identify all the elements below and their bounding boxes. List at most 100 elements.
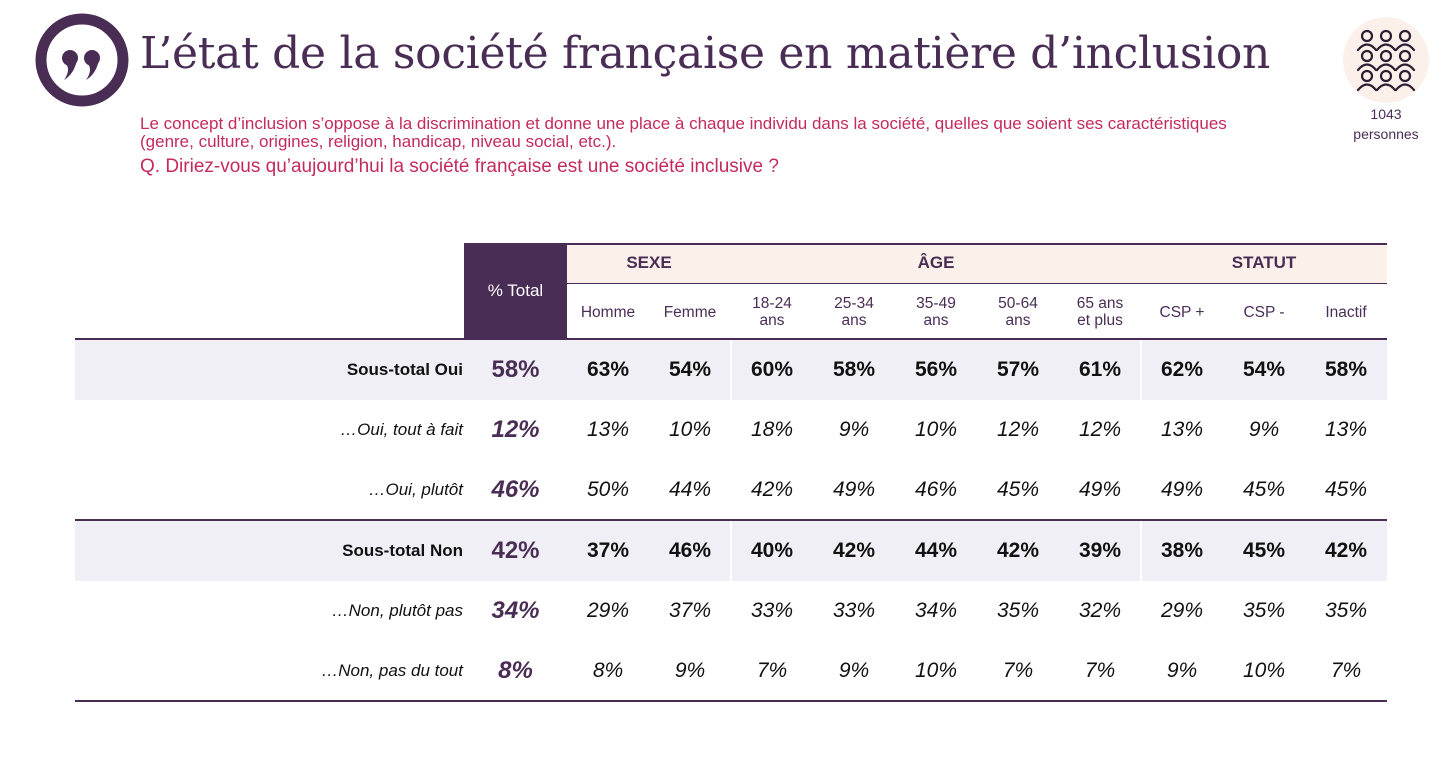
table-cell: 62% xyxy=(1160,358,1204,381)
header-bottom-rule xyxy=(75,338,1387,340)
table-cell: 12% xyxy=(996,418,1040,441)
table-cell: 37% xyxy=(586,539,630,562)
table-cell: 35% xyxy=(996,599,1040,622)
sample-unit: personnes xyxy=(1353,126,1419,142)
table-cell: 37% xyxy=(668,599,712,622)
table-cell: 13% xyxy=(586,418,630,441)
table-cell: 9% xyxy=(674,659,706,682)
column-header: CSP + xyxy=(1141,289,1223,335)
group-label-age: ÂGE xyxy=(917,253,955,272)
sample-count: 1043 xyxy=(1370,106,1402,122)
column-header-line1: 35-49 xyxy=(916,295,956,312)
row-label: …Non, pas du tout xyxy=(321,661,463,680)
column-header-line2: ans xyxy=(1005,312,1031,329)
column-header: Homme xyxy=(567,289,649,335)
table-cell: 33% xyxy=(832,599,876,622)
table-cell: 54% xyxy=(1242,358,1286,381)
table-cell: 61% xyxy=(1078,358,1122,381)
table-cell: 49% xyxy=(832,478,876,501)
column-header-line1: 18-24 xyxy=(752,295,792,312)
table-cell: 9% xyxy=(838,418,870,441)
band-separator xyxy=(1140,521,1142,581)
table-cell: 7% xyxy=(756,659,788,682)
group-label-sexe: SEXE xyxy=(626,253,672,272)
table-cell: 44% xyxy=(668,478,712,501)
table-cell: 10% xyxy=(668,418,712,441)
total-column-header: % Total xyxy=(464,243,567,339)
row-label: …Oui, tout à fait xyxy=(340,420,463,439)
table-cell: 7% xyxy=(1002,659,1034,682)
column-header-line1: 50-64 xyxy=(998,295,1038,312)
results-table: SEXE ÂGE STATUT % Total Homme Femme 18-24 a… xyxy=(75,243,1387,703)
table-cell: 10% xyxy=(1242,659,1286,682)
total-value: 58% xyxy=(491,356,540,383)
table-cell: 45% xyxy=(1242,478,1286,501)
group-header-band xyxy=(567,243,1387,283)
column-header-line1: 25-34 xyxy=(834,295,874,312)
row-label: Sous-total Oui xyxy=(346,360,463,379)
column-header-line2: et plus xyxy=(1077,312,1123,329)
table-cell: 29% xyxy=(1160,599,1204,622)
band-separator xyxy=(730,521,732,581)
people-group-icon xyxy=(1343,17,1429,103)
group-underline xyxy=(567,283,1387,284)
table-cell: 10% xyxy=(914,659,958,682)
column-header-line1: Femme xyxy=(663,303,717,321)
table-cell: 45% xyxy=(1324,478,1368,501)
table-cell: 39% xyxy=(1078,539,1122,562)
total-value: 12% xyxy=(491,416,540,443)
column-header: 50-64 ans xyxy=(977,289,1059,335)
column-header-line1: CSP + xyxy=(1159,303,1205,321)
column-header: 65 ans et plus xyxy=(1059,289,1141,335)
table-cell: 42% xyxy=(1324,539,1368,562)
row-label: Sous-total Non xyxy=(342,541,463,560)
table-cell: 29% xyxy=(586,599,630,622)
total-value: 42% xyxy=(491,537,540,564)
table-cell: 63% xyxy=(586,358,630,381)
table-cell: 44% xyxy=(914,539,958,562)
page-title: L’état de la société française en matièr… xyxy=(140,28,1271,79)
table-cell: 58% xyxy=(1324,358,1368,381)
table-cell: 9% xyxy=(1248,418,1280,441)
column-header: 18-24 ans xyxy=(731,289,813,335)
table-cell: 46% xyxy=(668,539,712,562)
table-cell: 54% xyxy=(668,358,712,381)
table-cell: 9% xyxy=(838,659,870,682)
table-cell: 33% xyxy=(750,599,794,622)
column-header-line2: ans xyxy=(759,312,785,329)
table-cell: 42% xyxy=(750,478,794,501)
band-separator xyxy=(1140,340,1142,400)
table-cell: 7% xyxy=(1084,659,1116,682)
table-cell: 7% xyxy=(1330,659,1362,682)
table-cell: 50% xyxy=(586,478,630,501)
column-header: 35-49 ans xyxy=(895,289,977,335)
total-value: 34% xyxy=(491,597,540,624)
table-cell: 18% xyxy=(750,418,794,441)
column-header: CSP - xyxy=(1223,289,1305,335)
quote-mark-icon xyxy=(35,13,129,107)
table-cell: 49% xyxy=(1078,478,1122,501)
table-cell: 45% xyxy=(996,478,1040,501)
table-cell: 60% xyxy=(750,358,794,381)
table-cell: 34% xyxy=(914,599,958,622)
table-cell: 13% xyxy=(1160,418,1204,441)
table-cell: 12% xyxy=(1078,418,1122,441)
table-cell: 42% xyxy=(832,539,876,562)
table-cell: 45% xyxy=(1242,539,1286,562)
table-cell: 35% xyxy=(1324,599,1368,622)
row-label: …Oui, plutôt xyxy=(368,480,464,499)
table-cell: 38% xyxy=(1160,539,1204,562)
table-cell: 42% xyxy=(996,539,1040,562)
table-cell: 40% xyxy=(750,539,794,562)
column-header-line1: CSP - xyxy=(1243,303,1285,321)
table-bottom-rule xyxy=(75,700,1387,702)
survey-question: Q. Diriez-vous qu’aujourd’hui la société… xyxy=(140,156,779,177)
column-header-line1: Homme xyxy=(580,303,636,321)
table-cell: 10% xyxy=(914,418,958,441)
table-cell: 9% xyxy=(1166,659,1198,682)
table-cell: 49% xyxy=(1160,478,1204,501)
column-header-line2: ans xyxy=(923,312,949,329)
table-cell: 58% xyxy=(832,358,876,381)
column-header: 25-34 ans xyxy=(813,289,895,335)
total-value: 8% xyxy=(498,657,533,684)
